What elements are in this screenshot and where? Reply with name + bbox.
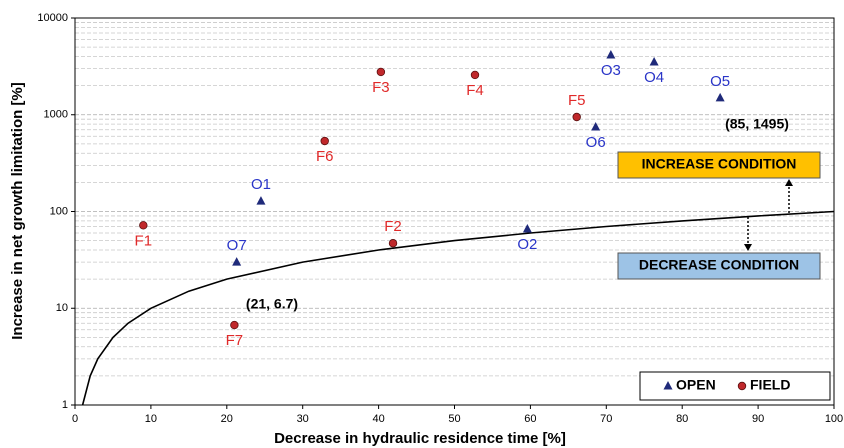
x-tick-label: 80 — [676, 413, 688, 425]
point — [388, 239, 398, 248]
point-annotation: (21, 6.7) — [246, 296, 298, 312]
point-label: F6 — [316, 148, 334, 165]
point — [591, 122, 601, 131]
point-label: F4 — [466, 82, 484, 99]
x-tick-label: 50 — [448, 413, 460, 425]
grid — [75, 17, 834, 406]
point-annotation: (85, 1495) — [725, 116, 789, 132]
y-tick-label: 100 — [50, 205, 68, 217]
point — [256, 196, 266, 205]
x-tick-label: 70 — [600, 413, 612, 425]
legend: OPEN FIELD — [639, 371, 831, 401]
point — [376, 67, 386, 77]
x-tick-label: 0 — [72, 413, 78, 425]
x-tick-label: 60 — [524, 413, 536, 425]
decrease-label: DECREASE CONDITION — [639, 257, 799, 273]
decrease-arrowhead — [744, 244, 752, 251]
point-label: F5 — [568, 92, 586, 109]
point — [522, 223, 532, 233]
point-label: O1 — [251, 176, 271, 193]
plot-layer: O1 O2 O3 O4 O5 O6 O7 F1 F2 F3 F4 F5 F6 F7 — [81, 50, 835, 406]
point-label: F2 — [384, 218, 402, 235]
point — [649, 56, 659, 66]
legend-box — [639, 371, 831, 401]
point — [139, 221, 148, 230]
threshold-curve — [81, 210, 835, 406]
increase-arrowhead — [785, 179, 793, 186]
point-label: F3 — [372, 79, 390, 96]
point-label: O2 — [517, 236, 537, 253]
point — [606, 50, 616, 59]
point — [320, 136, 329, 146]
y-tick-label: 1000 — [44, 109, 68, 121]
point-label: O4 — [644, 69, 664, 86]
point-label: O6 — [586, 134, 606, 151]
x-axis-title: Decrease in hydraulic residence time [%] — [274, 430, 566, 447]
point-label: F1 — [135, 232, 153, 249]
point-label: F7 — [226, 332, 244, 349]
y-tick-label: 10000 — [37, 12, 68, 24]
y-tick-label: 10 — [56, 302, 68, 314]
point — [715, 92, 725, 102]
x-tick-label: 10 — [145, 413, 157, 425]
point — [232, 257, 242, 266]
point-label: O7 — [227, 237, 247, 254]
y-tick-label: 1 — [62, 399, 68, 411]
x-tick-label: 90 — [752, 413, 764, 425]
point-label: O3 — [601, 62, 621, 79]
x-tick-label: 30 — [297, 413, 309, 425]
legend-label: OPEN — [676, 377, 716, 393]
point-label: O5 — [710, 73, 730, 90]
legend-label: FIELD — [750, 377, 790, 393]
increase-box — [617, 151, 821, 179]
decrease-box — [617, 252, 821, 280]
x-tick-label: 20 — [221, 413, 233, 425]
point — [663, 381, 673, 390]
x-tick-label: 100 — [825, 413, 843, 425]
point — [230, 320, 239, 330]
point — [737, 381, 747, 391]
x-tick-label: 40 — [372, 413, 384, 425]
y-axis-title: Increase in net growth limitation [%] — [9, 82, 26, 340]
point — [470, 70, 480, 80]
increase-label: INCREASE CONDITION — [642, 156, 797, 172]
point — [572, 112, 581, 122]
